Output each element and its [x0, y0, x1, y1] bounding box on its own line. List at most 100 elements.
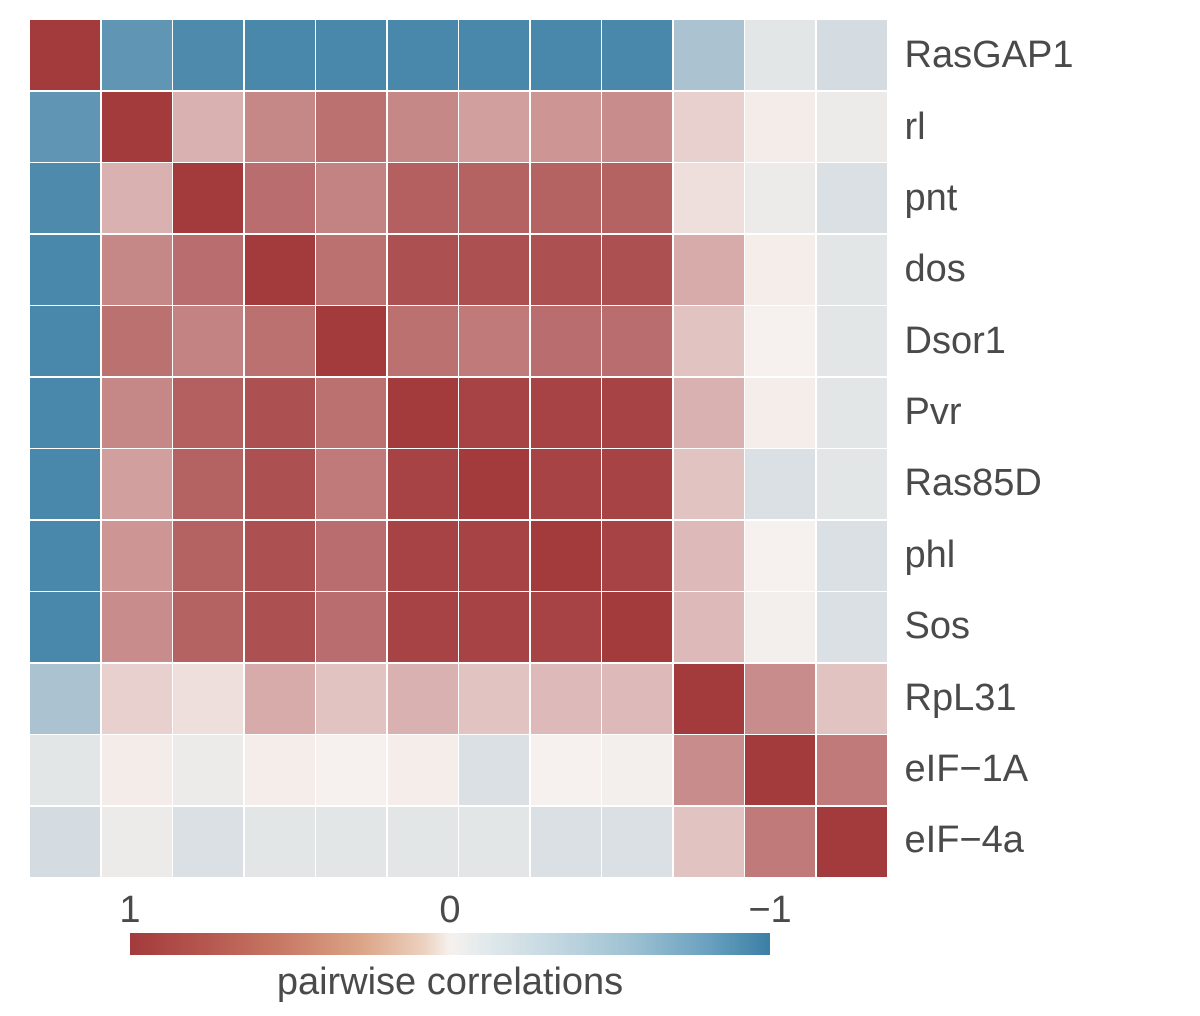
heatmap-cell [674, 807, 744, 877]
heatmap-cell [459, 449, 529, 519]
heatmap-cell [531, 92, 601, 162]
legend-tick: 1 [119, 889, 140, 932]
heatmap-cell [173, 807, 243, 877]
heatmap-cell [674, 306, 744, 376]
heatmap-cell [316, 735, 386, 805]
heatmap-cell [316, 592, 386, 662]
colorbar-legend: 10−1 pairwise correlations [130, 889, 770, 1004]
heatmap-cell [245, 92, 315, 162]
legend-tick: 0 [439, 889, 460, 932]
heatmap-cell [531, 592, 601, 662]
heatmap-cell [316, 20, 386, 90]
heatmap-cell [102, 592, 172, 662]
heatmap-cell [388, 163, 458, 233]
heatmap-cell [745, 92, 815, 162]
heatmap-cell [245, 378, 315, 448]
heatmap-cell [602, 20, 672, 90]
heatmap-cell [602, 378, 672, 448]
row-labels: RasGAP1rlpntdosDsor1PvrRas85DphlSosRpL31… [905, 20, 1074, 877]
heatmap-cell [745, 306, 815, 376]
heatmap-cell [531, 735, 601, 805]
heatmap-cell [245, 449, 315, 519]
row-label: eIF−4a [905, 805, 1074, 876]
heatmap-cell [173, 449, 243, 519]
row-label: phl [905, 520, 1074, 591]
heatmap-cell [245, 235, 315, 305]
heatmap-cell [602, 664, 672, 734]
correlation-heatmap-figure: RasGAP1rlpntdosDsor1PvrRas85DphlSosRpL31… [0, 0, 1200, 1016]
heatmap-cell [817, 592, 887, 662]
heatmap-cell [245, 306, 315, 376]
heatmap-cell [459, 664, 529, 734]
heatmap-cell [388, 306, 458, 376]
heatmap-cell [674, 592, 744, 662]
heatmap-cell [30, 449, 100, 519]
heatmap-cell [30, 306, 100, 376]
heatmap-cell [817, 163, 887, 233]
heatmap-cell [745, 163, 815, 233]
heatmap-cell [459, 92, 529, 162]
heatmap-cell [316, 521, 386, 591]
heatmap-cell [745, 449, 815, 519]
heatmap-cell [745, 735, 815, 805]
heatmap-cell [173, 20, 243, 90]
heatmap-cell [102, 735, 172, 805]
heatmap-cell [316, 235, 386, 305]
heatmap-cell [602, 807, 672, 877]
row-label: rl [905, 91, 1074, 162]
heatmap-cell [817, 92, 887, 162]
heatmap-cell [316, 306, 386, 376]
heatmap-cell [388, 378, 458, 448]
row-label: dos [905, 234, 1074, 305]
heatmap-cell [531, 163, 601, 233]
heatmap-cell [102, 521, 172, 591]
heatmap-cell [30, 521, 100, 591]
heatmap-cell [602, 449, 672, 519]
heatmap-cell [173, 92, 243, 162]
heatmap-cell [459, 378, 529, 448]
heatmap-cell [173, 235, 243, 305]
heatmap-cell [316, 378, 386, 448]
heatmap-cell [459, 807, 529, 877]
heatmap-cell [30, 378, 100, 448]
heatmap-cell [602, 592, 672, 662]
heatmap-cell [602, 92, 672, 162]
heatmap-cell [674, 664, 744, 734]
heatmap-cell [245, 163, 315, 233]
heatmap-cell [102, 20, 172, 90]
heatmap-cell [531, 235, 601, 305]
heatmap-cell [531, 20, 601, 90]
heatmap-cell [316, 807, 386, 877]
heatmap-cell [173, 163, 243, 233]
heatmap-cell [316, 664, 386, 734]
row-label: Pvr [905, 377, 1074, 448]
heatmap-cell [30, 592, 100, 662]
heatmap-cell [817, 521, 887, 591]
heatmap-cell [316, 163, 386, 233]
heatmap-cell [745, 378, 815, 448]
legend-title: pairwise correlations [130, 961, 770, 1004]
heatmap-cell [388, 521, 458, 591]
heatmap-cell [817, 807, 887, 877]
legend-tick: −1 [748, 889, 791, 932]
heatmap-cell [30, 735, 100, 805]
row-label: RasGAP1 [905, 20, 1074, 91]
heatmap-cell [459, 163, 529, 233]
heatmap-cell [173, 735, 243, 805]
heatmap-cell [817, 378, 887, 448]
row-label: RpL31 [905, 662, 1074, 733]
heatmap-cell [173, 306, 243, 376]
heatmap-cell [245, 20, 315, 90]
heatmap-cell [674, 735, 744, 805]
row-label: Sos [905, 591, 1074, 662]
heatmap-cell [388, 449, 458, 519]
heatmap-cell [102, 664, 172, 734]
heatmap-cell [388, 807, 458, 877]
heatmap-cell [30, 20, 100, 90]
heatmap-cell [531, 807, 601, 877]
heatmap-cell [245, 592, 315, 662]
heatmap-cell [602, 235, 672, 305]
heatmap-cell [817, 735, 887, 805]
heatmap-cell [459, 306, 529, 376]
heatmap-cell [102, 92, 172, 162]
